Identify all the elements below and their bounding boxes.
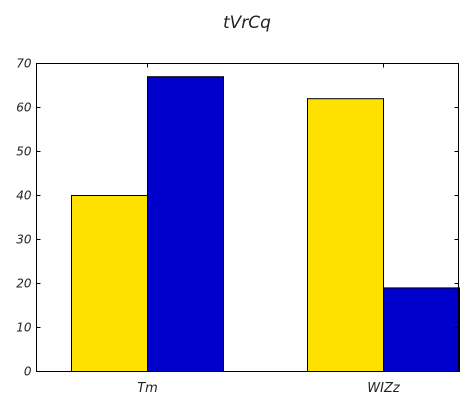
bar-WIZz-series-2 (383, 287, 460, 372)
chart-title: tVrCq (223, 13, 271, 33)
y-tick-label-40: 40 (16, 189, 32, 203)
bar-Tm-series-1 (71, 195, 148, 372)
y-tick-label-70: 70 (16, 57, 32, 71)
y-tick-label-50: 50 (16, 145, 32, 159)
y-axis: 0 10 20 30 40 50 60 70 (16, 57, 459, 379)
y-tick-label-10: 10 (16, 321, 32, 335)
x-tick-label-Tm: Tm (137, 381, 158, 396)
bar-WIZz-series-1 (307, 98, 384, 372)
bar-Tm-series-2 (147, 76, 224, 372)
y-tick-label-20: 20 (16, 277, 32, 291)
y-tick-label-30: 30 (16, 233, 32, 247)
plot-frame (36, 63, 459, 372)
y-tick-label-60: 60 (16, 101, 32, 115)
y-tick-label-0: 0 (24, 365, 32, 379)
bars-group (71, 76, 460, 372)
x-axis: Tm WIZz (137, 63, 401, 396)
x-tick-label-WIZz: WIZz (367, 381, 401, 396)
